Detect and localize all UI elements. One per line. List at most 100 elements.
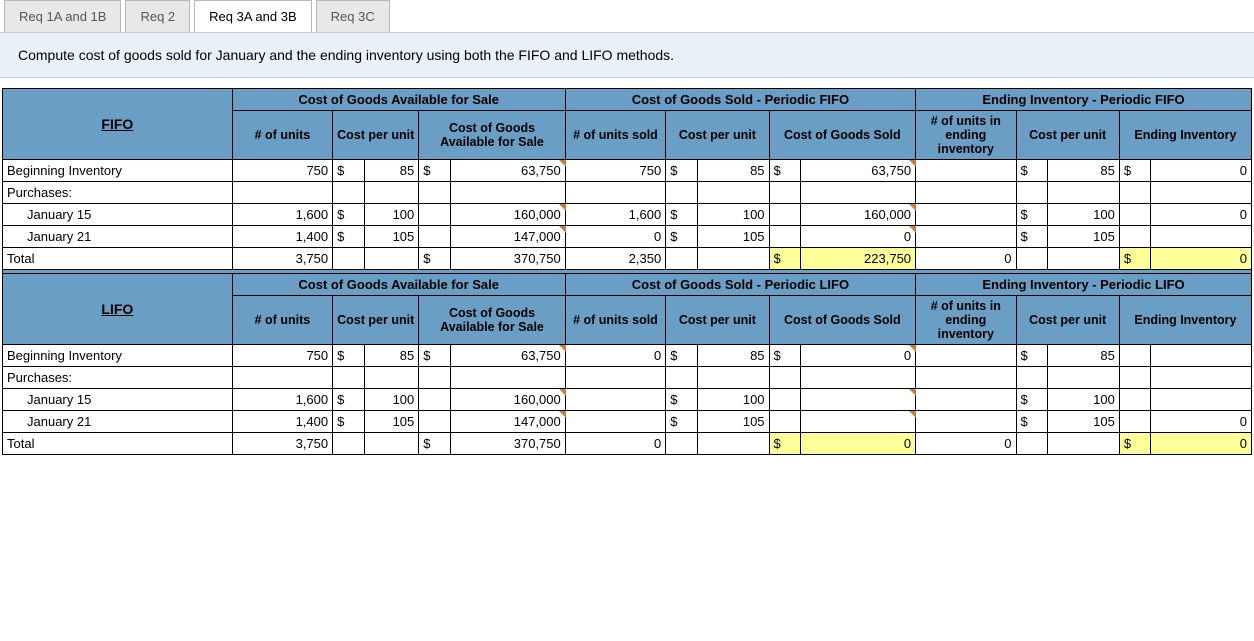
cell[interactable]: 100	[364, 204, 419, 226]
tab-req3a3b[interactable]: Req 3A and 3B	[194, 0, 311, 32]
cell[interactable]: 85	[697, 345, 769, 367]
cell-label: January 21	[3, 411, 233, 433]
cell[interactable]: 85	[697, 160, 769, 182]
cell[interactable]	[801, 389, 916, 411]
cell[interactable]: 0	[801, 433, 916, 455]
cell-label: Total	[3, 433, 233, 455]
lifo-row-jan21: January 21 1,400 $105 147,000 $105 $105 …	[3, 411, 1252, 433]
tab-req1a1b[interactable]: Req 1A and 1B	[4, 0, 121, 32]
cell[interactable]: 223,750	[801, 248, 916, 270]
cell[interactable]	[801, 411, 916, 433]
cell[interactable]: 105	[1048, 226, 1120, 248]
tab-req2[interactable]: Req 2	[125, 0, 190, 32]
col-end-inv: Ending Inventory	[1119, 296, 1251, 345]
cell[interactable]: 85	[1048, 160, 1120, 182]
cell[interactable]: 0	[565, 226, 665, 248]
cell	[769, 204, 801, 226]
cell[interactable]: 750	[565, 160, 665, 182]
cell[interactable]: 160,000	[450, 204, 565, 226]
cell[interactable]: 105	[364, 411, 419, 433]
hdr-end-lifo: Ending Inventory - Periodic LIFO	[916, 274, 1252, 296]
cell	[1119, 345, 1151, 367]
cell[interactable]: 370,750	[450, 433, 565, 455]
cell: $	[419, 248, 451, 270]
cell[interactable]: 0	[916, 248, 1016, 270]
cell[interactable]: 85	[364, 160, 419, 182]
cell[interactable]: 0	[916, 433, 1016, 455]
cell[interactable]: 0	[565, 433, 665, 455]
cell[interactable]	[916, 160, 1016, 182]
cell[interactable]: 105	[697, 226, 769, 248]
cell[interactable]: 0	[1151, 411, 1252, 433]
cell[interactable]	[1151, 226, 1252, 248]
cell-label: Total	[3, 248, 233, 270]
cell[interactable]	[916, 345, 1016, 367]
cell: $	[333, 204, 365, 226]
cell: $	[666, 389, 698, 411]
cell[interactable]	[565, 411, 665, 433]
col-units-sold: # of units sold	[565, 111, 665, 160]
cell[interactable]: 100	[1048, 389, 1120, 411]
worksheet-table: FIFO Cost of Goods Available for Sale Co…	[2, 88, 1252, 455]
cell[interactable]: 0	[565, 345, 665, 367]
cell[interactable]: 2,350	[565, 248, 665, 270]
cell[interactable]: 3,750	[232, 248, 332, 270]
cell[interactable]: 0	[1151, 204, 1252, 226]
cell	[769, 226, 801, 248]
cell[interactable]: 750	[232, 160, 332, 182]
cell[interactable]: 750	[232, 345, 332, 367]
cell[interactable]	[1151, 389, 1252, 411]
cell[interactable]: 1,400	[232, 226, 332, 248]
cell[interactable]: 63,750	[450, 345, 565, 367]
cell[interactable]: 0	[1151, 248, 1252, 270]
cell[interactable]: 105	[697, 411, 769, 433]
cell[interactable]: 0	[801, 226, 916, 248]
cell	[666, 433, 698, 455]
cell[interactable]: 100	[697, 204, 769, 226]
cell[interactable]: 105	[364, 226, 419, 248]
cell[interactable]: 147,000	[450, 226, 565, 248]
cell[interactable]: 63,750	[801, 160, 916, 182]
hdr-cogs-lifo: Cost of Goods Sold - Periodic LIFO	[565, 274, 915, 296]
cell[interactable]: 63,750	[450, 160, 565, 182]
cell: $	[419, 345, 451, 367]
cell[interactable]: 3,750	[232, 433, 332, 455]
cell: $	[333, 389, 365, 411]
cell[interactable]	[916, 389, 1016, 411]
cell[interactable]: 0	[1151, 160, 1252, 182]
cell: $	[666, 345, 698, 367]
cell[interactable]: 0	[801, 345, 916, 367]
cell[interactable]: 1,400	[232, 411, 332, 433]
cell[interactable]: 160,000	[801, 204, 916, 226]
cell[interactable]	[916, 226, 1016, 248]
cell[interactable]	[1151, 345, 1252, 367]
cell[interactable]: 160,000	[450, 389, 565, 411]
cell: $	[769, 248, 801, 270]
cell[interactable]: 100	[1048, 204, 1120, 226]
lifo-row-total: Total 3,750 $370,750 0 $0 0 $0	[3, 433, 1252, 455]
cell-label: January 15	[3, 204, 233, 226]
hdr-avail-fifo: Cost of Goods Available for Sale	[232, 89, 565, 111]
cell[interactable]: 370,750	[450, 248, 565, 270]
cell-label: Beginning Inventory	[3, 160, 233, 182]
cell[interactable]	[916, 204, 1016, 226]
cell[interactable]: 85	[364, 345, 419, 367]
cell[interactable]	[565, 389, 665, 411]
cell[interactable]: 1,600	[232, 204, 332, 226]
cell[interactable]: 147,000	[450, 411, 565, 433]
cell	[1119, 411, 1151, 433]
tab-req3c[interactable]: Req 3C	[316, 0, 390, 32]
tabs-bar: Req 1A and 1B Req 2 Req 3A and 3B Req 3C	[0, 0, 1254, 33]
cell[interactable]: 1,600	[232, 389, 332, 411]
cell[interactable]: 0	[1151, 433, 1252, 455]
cell[interactable]: 105	[1048, 411, 1120, 433]
cell[interactable]: 85	[1048, 345, 1120, 367]
col-units-sold: # of units sold	[565, 296, 665, 345]
cell[interactable]	[916, 411, 1016, 433]
cell[interactable]: 100	[697, 389, 769, 411]
cell: $	[1119, 160, 1151, 182]
hdr-cogs-fifo: Cost of Goods Sold - Periodic FIFO	[565, 89, 915, 111]
cell[interactable]: 1,600	[565, 204, 665, 226]
cell[interactable]: 100	[364, 389, 419, 411]
col-cpu2: Cost per unit	[666, 296, 769, 345]
